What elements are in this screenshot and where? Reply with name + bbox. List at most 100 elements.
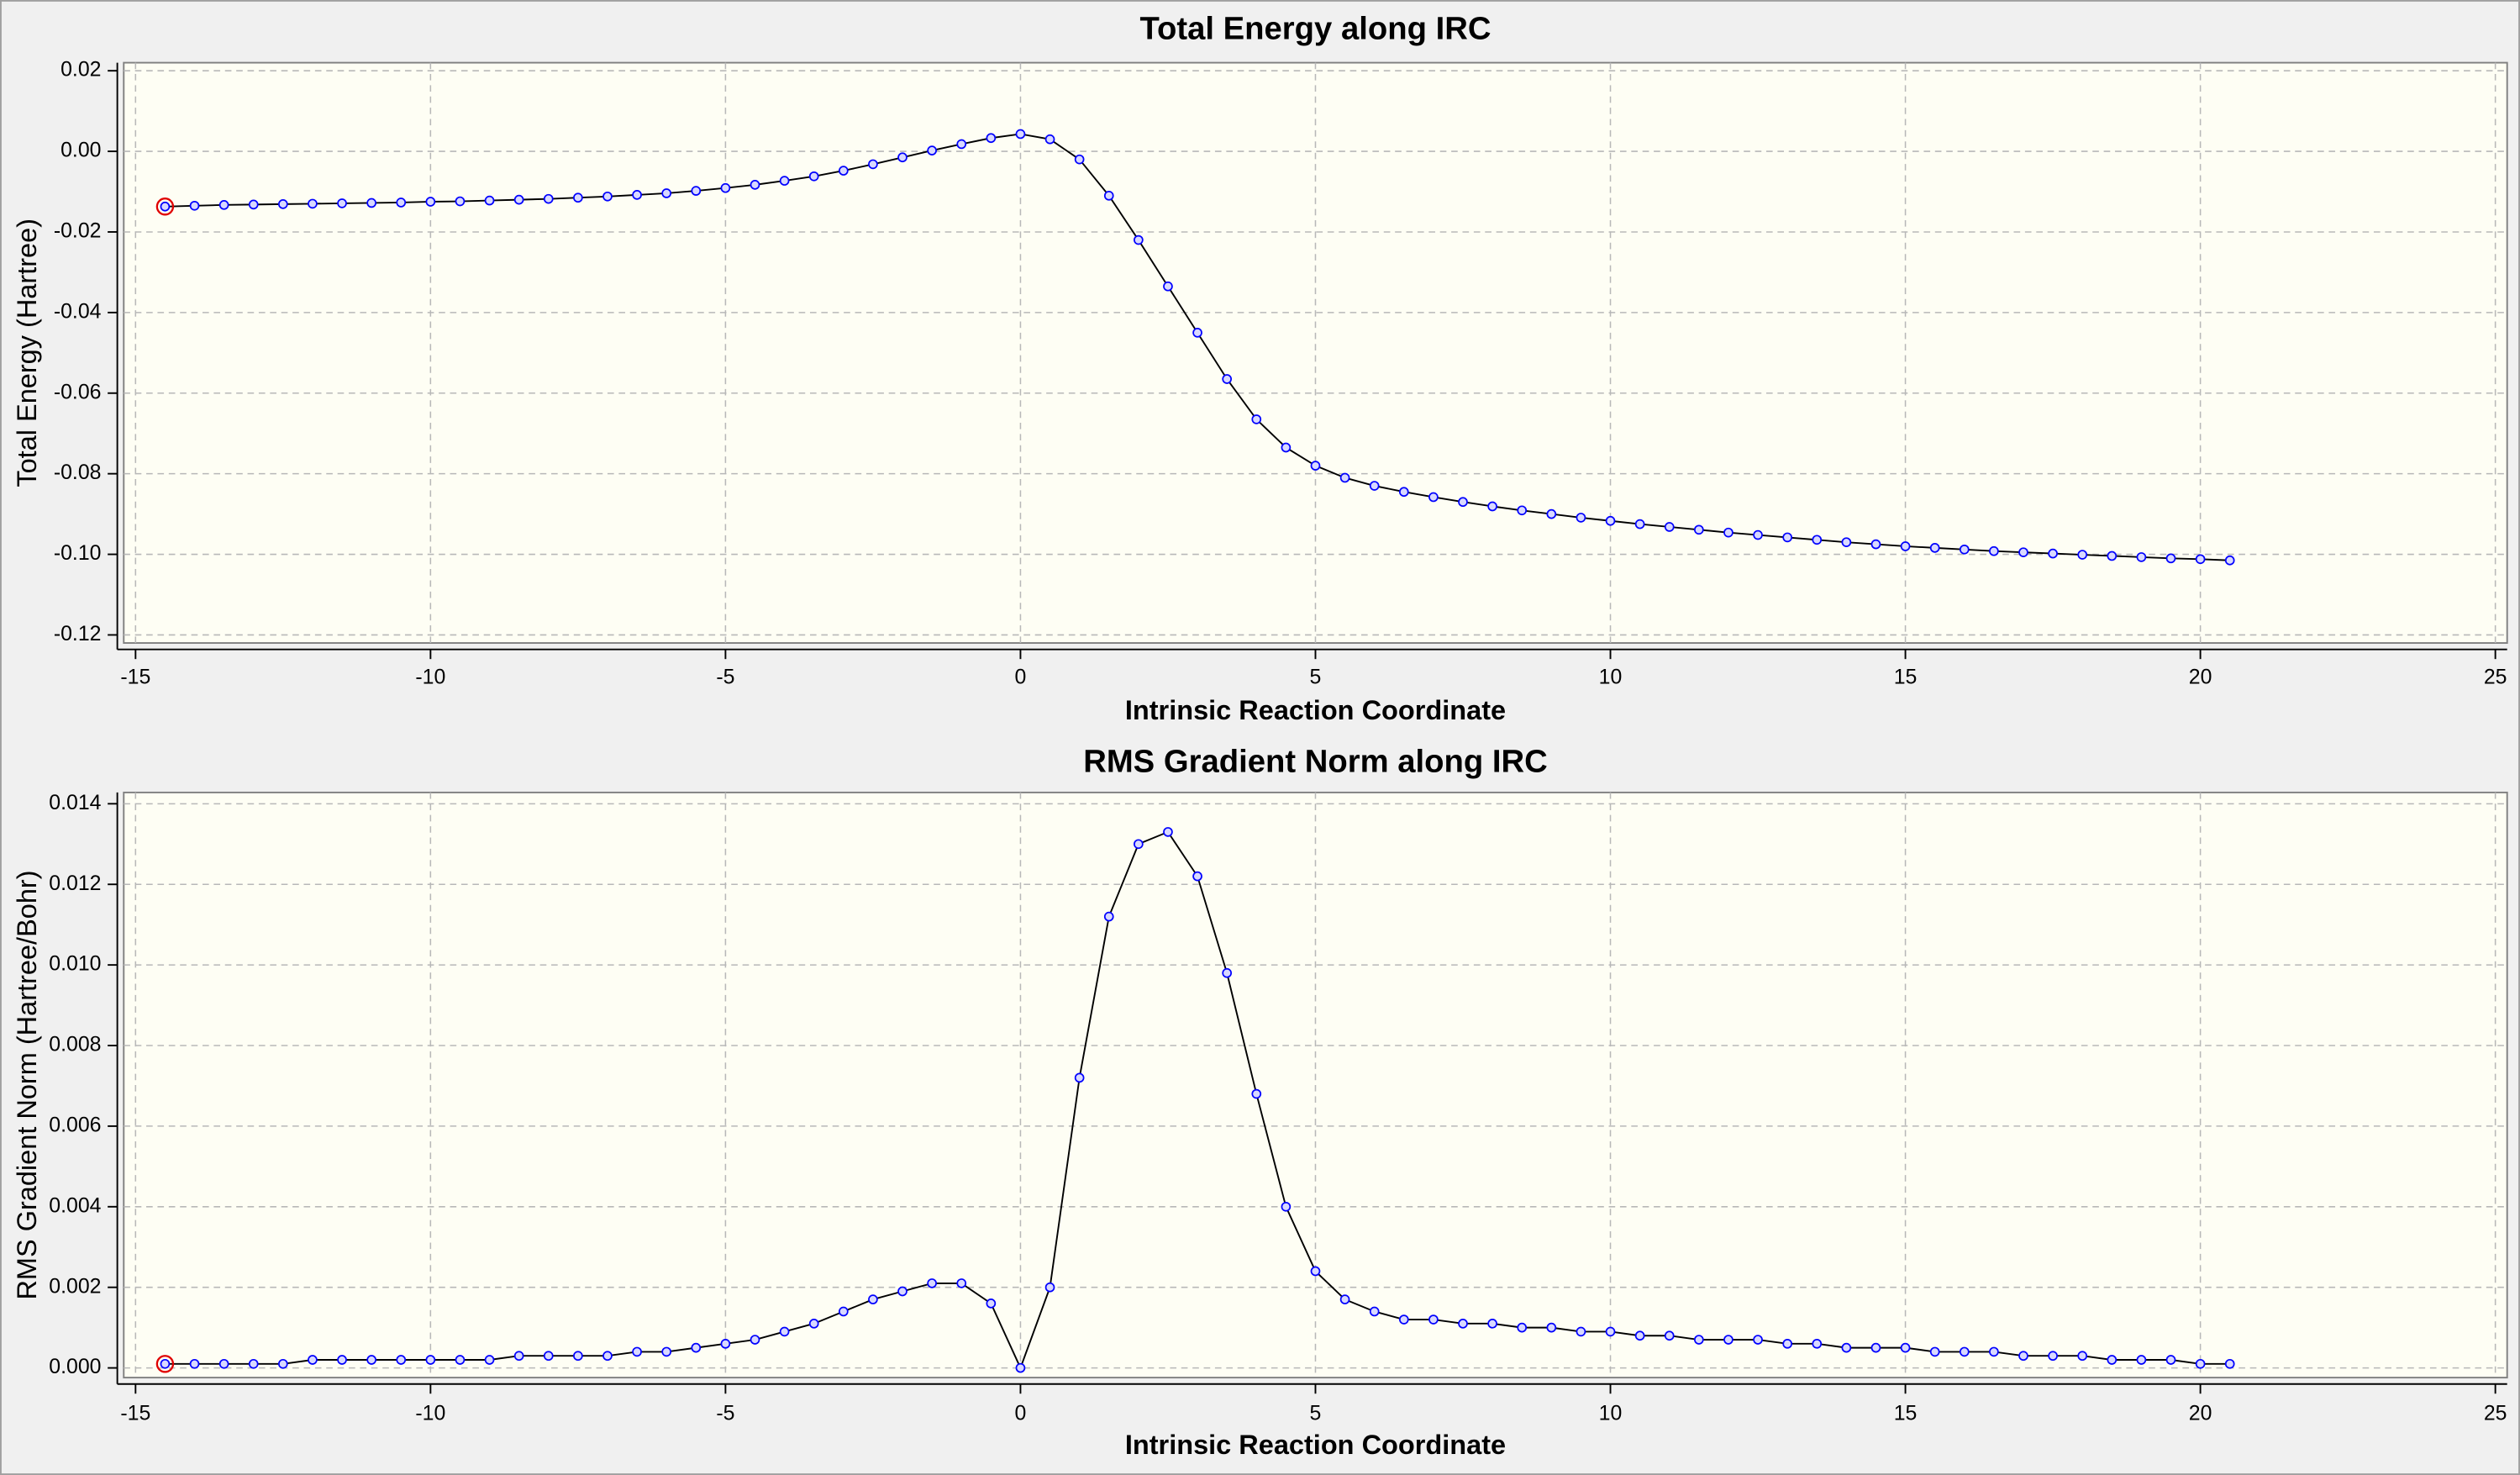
data-point — [986, 1299, 997, 1309]
data-point — [1134, 234, 1144, 245]
data-point — [2077, 550, 2088, 560]
data-point — [308, 198, 318, 209]
y-tick-label: -0.06 — [54, 380, 102, 403]
data-point — [1044, 1282, 1055, 1293]
data-point — [750, 1335, 760, 1345]
data-point — [661, 188, 672, 198]
data-point — [868, 1294, 878, 1304]
data-point — [1870, 1342, 1881, 1353]
data-point — [1841, 1342, 1852, 1353]
chart-title: Total Energy along IRC — [1140, 10, 1491, 46]
data-point — [808, 171, 819, 182]
data-point — [779, 1326, 790, 1337]
data-point — [1605, 515, 1616, 526]
data-point — [573, 1351, 583, 1362]
y-tick-label: 0.000 — [49, 1355, 101, 1378]
data-point — [1281, 442, 1292, 453]
data-point — [1222, 374, 1233, 384]
selected-point-ring — [155, 1355, 175, 1373]
data-point — [1251, 1088, 1262, 1099]
data-point — [543, 193, 554, 204]
y-tick-label: 0.012 — [49, 872, 101, 895]
data-point — [1458, 1319, 1468, 1329]
data-point — [1163, 281, 1173, 292]
data-point — [1929, 543, 1940, 553]
x-tick-label: -15 — [120, 666, 150, 689]
data-point — [484, 1355, 495, 1365]
data-point — [484, 195, 495, 206]
data-point — [2165, 1355, 2176, 1365]
data-point — [897, 152, 908, 163]
data-point — [366, 198, 376, 208]
data-point — [1900, 1342, 1911, 1353]
data-point — [1517, 505, 1528, 516]
x-axis-label: Intrinsic Reaction Coordinate — [1125, 1430, 1506, 1460]
x-tick-label: 20 — [2189, 1402, 2212, 1425]
data-point — [455, 196, 466, 207]
data-point — [1369, 481, 1380, 491]
data-point — [2136, 552, 2147, 562]
data-point — [1398, 487, 1409, 498]
data-point — [1487, 501, 1497, 512]
x-tick-label: 20 — [2189, 666, 2212, 689]
data-point — [248, 199, 259, 210]
data-point — [1103, 190, 1114, 201]
data-point — [927, 145, 937, 155]
data-point — [1310, 1266, 1321, 1277]
plot-area — [123, 61, 2508, 644]
data-point — [2018, 1351, 2028, 1362]
y-tick-label: -0.12 — [54, 622, 102, 645]
data-point — [189, 1358, 200, 1369]
data-point — [1192, 328, 1202, 338]
y-tick-label: 0.00 — [61, 139, 101, 162]
data-point — [720, 1338, 731, 1349]
data-point — [1664, 522, 1675, 532]
data-point — [602, 191, 613, 202]
y-tick-label: 0.014 — [49, 791, 101, 814]
data-point — [1753, 529, 1763, 540]
x-tick-label: -5 — [716, 1402, 734, 1425]
y-tick-label: -0.08 — [54, 461, 102, 484]
data-point — [1576, 1326, 1586, 1337]
data-point — [1989, 545, 1999, 556]
data-point — [2048, 548, 2058, 559]
data-point — [1546, 1322, 1557, 1333]
y-tick-label: 0.02 — [61, 58, 101, 82]
data-point — [573, 192, 583, 203]
data-point — [2224, 1358, 2235, 1369]
data-point — [337, 1355, 347, 1365]
data-point — [1841, 537, 1852, 548]
data-point — [927, 1278, 937, 1288]
data-point — [1782, 532, 1792, 543]
data-point — [691, 1342, 702, 1353]
data-point — [513, 1351, 524, 1362]
data-point — [1487, 1319, 1497, 1329]
chart-title: RMS Gradient Norm along IRC — [1083, 744, 1548, 780]
data-point — [425, 1355, 436, 1365]
data-point — [1694, 1335, 1704, 1345]
data-point — [1428, 1314, 1439, 1325]
data-point — [1546, 508, 1557, 519]
data-point — [2195, 554, 2206, 565]
data-point — [2048, 1351, 2058, 1362]
data-point — [1339, 472, 1350, 483]
data-point — [2107, 1355, 2118, 1365]
data-point — [543, 1351, 554, 1362]
data-point — [337, 198, 347, 208]
data-point — [1694, 524, 1704, 535]
data-point — [1192, 871, 1202, 882]
y-axis-label: Total Energy (Hartree) — [12, 219, 42, 487]
x-tick-label: 10 — [1599, 666, 1623, 689]
x-tick-label: 25 — [2484, 666, 2507, 689]
data-point — [632, 190, 642, 200]
y-tick-label: -0.02 — [54, 219, 102, 243]
data-point — [1310, 461, 1321, 471]
data-point — [1134, 839, 1144, 850]
data-point — [396, 198, 407, 208]
data-point — [2224, 555, 2235, 566]
data-point — [366, 1355, 376, 1365]
data-point — [1812, 535, 1823, 545]
data-point — [1929, 1346, 1940, 1357]
x-tick-label: 15 — [1894, 666, 1918, 689]
data-point — [1222, 967, 1233, 978]
